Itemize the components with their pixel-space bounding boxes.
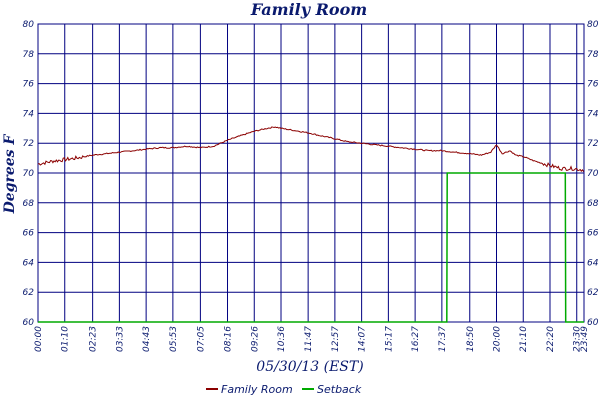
x-tick-label: 10:36 <box>277 326 287 352</box>
series-line-family-room <box>37 126 585 173</box>
y-tick-label-left: 64 <box>23 258 35 268</box>
y-tick-label-right: 72 <box>587 139 599 149</box>
y-tick-label-right: 66 <box>587 229 599 239</box>
x-tick-label: 20:00 <box>493 326 503 352</box>
y-tick-label-left: 62 <box>23 288 35 298</box>
y-tick-label-right: 70 <box>587 169 599 179</box>
y-tick-label-left: 72 <box>23 139 35 149</box>
y-tick-label-right: 74 <box>587 109 599 119</box>
legend-label: Family Room <box>221 383 293 396</box>
y-tick-label-left: 66 <box>23 229 35 239</box>
y-tick-label-right: 62 <box>587 288 599 298</box>
series-line-setback <box>38 172 584 323</box>
x-tick-label: 23:30 <box>573 326 583 352</box>
y-tick-label-right: 64 <box>587 258 599 268</box>
y-tick-label-left: 70 <box>23 169 35 179</box>
x-tick-label: 22:20 <box>546 326 556 352</box>
y-tick-label-left: 60 <box>23 318 35 328</box>
y-tick-label-left: 78 <box>23 50 35 60</box>
y-tick-label-right: 80 <box>587 20 599 30</box>
x-tick-label: 21:10 <box>519 326 529 352</box>
chart-title: Family Room <box>250 0 367 19</box>
y-ticks-left: 60 62 64 66 68 70 72 74 76 78 80 <box>23 20 35 328</box>
legend: Family Room Setback <box>206 383 362 396</box>
y-tick-label-right: 68 <box>587 199 599 209</box>
legend-label: Setback <box>317 383 362 396</box>
x-tick-label: 04:43 <box>142 326 152 352</box>
x-tick-label: 11:47 <box>304 326 314 352</box>
x-tick-label: 17:37 <box>438 326 448 352</box>
x-tick-label: 23:49 <box>580 326 590 352</box>
x-axis-label: 05/30/13 (EST) <box>256 359 363 375</box>
y-tick-label-left: 80 <box>23 20 35 30</box>
y-tick-label-right: 78 <box>587 50 599 60</box>
y-tick-label-left: 74 <box>23 109 35 119</box>
x-ticks: 00:00 01:10 02:23 03:33 04:43 05:53 07:05 08:16… <box>34 326 590 352</box>
x-tick-label: 14:07 <box>358 326 368 352</box>
x-tick-label: 01:10 <box>61 326 71 352</box>
x-tick-label: 09:26 <box>250 326 260 352</box>
y-tick-label-left: 76 <box>23 80 35 90</box>
series-group <box>37 126 585 323</box>
x-tick-label: 07:05 <box>196 326 206 352</box>
y-ticks-right: 60 62 64 66 68 70 72 74 76 78 80 <box>587 20 599 328</box>
x-tick-label: 15:17 <box>384 326 394 352</box>
x-tick-label: 18:50 <box>466 326 476 352</box>
x-tick-label: 12:57 <box>331 326 341 352</box>
x-tick-label: 03:33 <box>115 326 125 352</box>
x-tick-label: 02:23 <box>89 326 99 352</box>
y-axis-label: Degrees F <box>2 134 18 215</box>
y-tick-label-right: 60 <box>587 318 599 328</box>
x-tick-label: 08:16 <box>224 326 234 352</box>
x-tick-label: 00:00 <box>34 326 44 352</box>
y-tick-label-right: 76 <box>587 80 599 90</box>
y-tick-label-left: 68 <box>23 199 35 209</box>
x-tick-label: 16:27 <box>411 326 421 352</box>
x-tick-label: 05:53 <box>169 326 179 352</box>
